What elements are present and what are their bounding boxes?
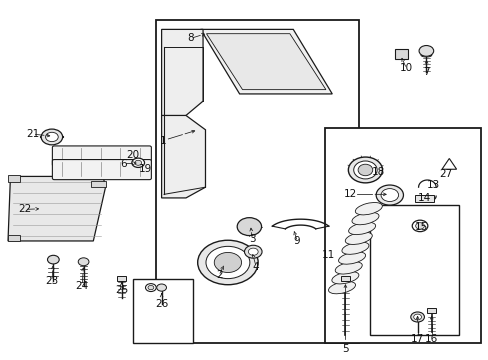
Text: 4: 4 <box>252 262 259 272</box>
Ellipse shape <box>338 252 365 264</box>
Text: 26: 26 <box>155 299 168 309</box>
Circle shape <box>413 314 421 320</box>
Text: 7: 7 <box>423 67 429 77</box>
Bar <box>325 128 480 343</box>
Text: 5: 5 <box>342 344 348 354</box>
Circle shape <box>244 245 262 258</box>
Bar <box>91 181 105 187</box>
Circle shape <box>157 284 166 291</box>
Text: 23: 23 <box>45 276 59 286</box>
Ellipse shape <box>351 212 378 225</box>
Circle shape <box>375 185 403 205</box>
Circle shape <box>135 160 142 165</box>
Text: 17: 17 <box>410 333 424 343</box>
Circle shape <box>380 189 398 202</box>
FancyBboxPatch shape <box>52 159 151 180</box>
Ellipse shape <box>357 164 372 176</box>
Polygon shape <box>441 158 456 169</box>
Ellipse shape <box>355 203 382 215</box>
Text: 18: 18 <box>371 167 384 177</box>
Text: 10: 10 <box>399 63 412 73</box>
FancyBboxPatch shape <box>52 146 151 166</box>
Circle shape <box>132 158 144 167</box>
Polygon shape <box>8 176 105 241</box>
Circle shape <box>145 284 156 292</box>
Ellipse shape <box>348 222 375 235</box>
Bar <box>369 205 458 335</box>
Text: 2: 2 <box>215 270 222 280</box>
Circle shape <box>418 45 433 56</box>
Text: 11: 11 <box>321 250 334 260</box>
Text: 8: 8 <box>187 33 194 43</box>
Bar <box>340 276 349 281</box>
Text: 25: 25 <box>115 285 128 296</box>
Ellipse shape <box>347 157 382 183</box>
Circle shape <box>41 129 62 145</box>
Polygon shape <box>200 30 331 94</box>
Text: 13: 13 <box>426 180 439 190</box>
Text: 16: 16 <box>424 333 437 343</box>
Text: 1: 1 <box>160 136 166 145</box>
Circle shape <box>45 132 58 141</box>
Text: 24: 24 <box>75 281 88 291</box>
Circle shape <box>411 220 427 231</box>
Ellipse shape <box>334 262 362 274</box>
Text: 21: 21 <box>26 129 39 139</box>
Ellipse shape <box>345 232 371 244</box>
Polygon shape <box>161 30 203 123</box>
Circle shape <box>415 223 424 229</box>
Ellipse shape <box>331 271 358 284</box>
Text: 27: 27 <box>438 168 451 179</box>
Bar <box>414 195 433 202</box>
Bar <box>394 49 407 59</box>
Bar <box>8 175 20 182</box>
Bar <box>156 21 358 343</box>
Ellipse shape <box>353 161 376 179</box>
Text: 3: 3 <box>248 234 255 244</box>
Bar <box>117 276 126 281</box>
Circle shape <box>78 258 89 266</box>
Text: 6: 6 <box>121 159 127 169</box>
Circle shape <box>237 218 261 235</box>
Polygon shape <box>206 34 325 90</box>
Ellipse shape <box>341 242 368 254</box>
Circle shape <box>205 246 249 279</box>
Bar <box>427 308 435 313</box>
Text: 19: 19 <box>138 164 151 174</box>
Bar <box>133 279 193 343</box>
Text: 20: 20 <box>125 150 139 160</box>
Circle shape <box>148 285 154 290</box>
Circle shape <box>214 252 241 273</box>
Ellipse shape <box>420 53 431 57</box>
Circle shape <box>197 240 258 285</box>
Text: 22: 22 <box>19 204 32 215</box>
Circle shape <box>47 255 59 264</box>
Text: 9: 9 <box>293 236 300 246</box>
Text: 15: 15 <box>413 222 427 232</box>
Polygon shape <box>161 116 205 198</box>
Text: 14: 14 <box>417 193 430 203</box>
Text: 12: 12 <box>344 189 357 199</box>
Circle shape <box>410 312 424 322</box>
Circle shape <box>248 248 258 255</box>
Bar <box>8 234 20 241</box>
Ellipse shape <box>328 282 355 294</box>
